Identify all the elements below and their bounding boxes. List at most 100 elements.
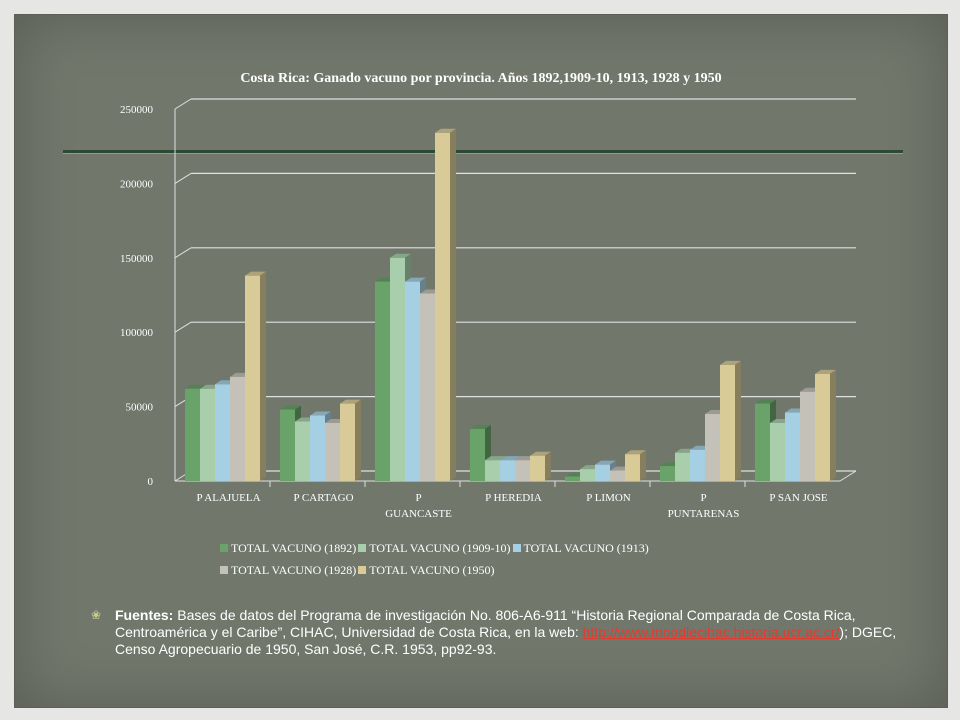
bar-top [625,450,646,455]
bar [245,275,260,481]
x-tick-label: P CARTAGO [293,492,353,504]
chart-title: Costa Rica: Ganado vacuno por provincia.… [240,71,722,86]
bar-side [450,128,456,482]
bar [310,415,325,481]
bar [515,460,530,481]
bar-side [830,369,836,481]
gridline-depth [174,172,192,184]
y-tick-label: 100000 [120,327,154,339]
bar [375,281,390,481]
bar [785,412,800,481]
x-tick-label: P LIMON [586,492,631,504]
bar [530,455,545,481]
bar [295,421,310,481]
bar [185,388,200,481]
bar [675,452,690,481]
legend-label: TOTAL VACUNO (1928) [231,562,357,577]
legend-label: TOTAL VACUNO (1909-10) [369,540,511,555]
floor-edge [839,470,857,482]
bar-top [595,460,616,465]
x-tick-label: PUNTARENAS [668,508,740,520]
bar [705,414,720,481]
legend-label: TOTAL VACUNO (1913) [523,540,649,555]
x-tick-label: P [700,492,706,504]
legend-swatch [358,566,367,574]
bar-top [485,456,506,461]
bar [485,460,500,481]
legend-item: TOTAL VACUNO (1950) [358,562,495,578]
bar [340,403,355,481]
bar-top [185,384,206,389]
sources-note: ❀ Fuentes: Bases de datos del Programa d… [91,607,905,658]
x-tick-label: P [415,492,421,504]
bullet-icon: ❀ [91,608,102,622]
bar [470,428,485,481]
sources-text-end: ); DGEC, Censo Agropecuario de 1950, San… [115,624,897,657]
bar [405,281,420,481]
bar-top [815,369,836,374]
legend-item: TOTAL VACUNO (1913) [512,540,649,556]
bar [200,388,215,481]
bar-side [260,271,266,481]
bar-side [545,451,551,481]
y-tick-label: 250000 [120,104,154,116]
bar-top [280,405,301,410]
bar-top [340,399,361,404]
chart-legend: TOTAL VACUNO (1892) TOTAL VACUNO (1909-10… [220,537,780,581]
slide: Costa Rica: Ganado vacuno por provincia.… [14,14,948,708]
bar [325,422,340,481]
bar-side [355,399,361,481]
bar [660,466,675,481]
bar-top [500,456,521,461]
y-tick-label: 0 [148,476,154,488]
legend-swatch [512,544,521,552]
bar-chart: 0 50000 100000 150000 200000 250000 P ALAJUELA… [120,98,857,520]
bar-top [530,451,551,456]
x-tick-label: GUANCASTE [385,508,452,520]
legend-swatch [220,544,228,552]
legend-label: TOTAL VACUNO (1950) [369,562,495,577]
bar [565,476,580,481]
x-tick-label: P HEREDIA [485,492,542,504]
bar [215,384,230,481]
bar-top [720,360,741,365]
bar-side [735,360,741,481]
bar [420,293,435,481]
bar-top [755,399,776,404]
legend-row: TOTAL VACUNO (1928) TOTAL VACUNO (1950) [220,559,780,581]
bar [435,132,450,482]
bar [390,257,405,481]
bar [770,422,785,481]
bar-side [640,450,646,481]
legend-label: TOTAL VACUNO (1892) [231,540,357,555]
legend-row: TOTAL VACUNO (1892) TOTAL VACUNO (1909-10… [220,537,780,559]
legend-swatch [220,566,228,574]
gridline-depth [174,247,192,259]
bar [800,391,815,481]
bar-top [435,128,456,133]
sources-link[interactable]: http://www.moodlecihac.historia.ucr.ac.c… [582,624,840,640]
bar-top [390,253,411,258]
x-tick-label: P ALAJUELA [196,492,260,504]
gridline-depth [174,321,192,333]
bar [280,409,295,481]
sources-text: Bases de datos del Programa de investiga… [115,607,856,640]
bar [690,449,705,481]
bar-top [470,424,491,429]
bar-top [310,411,331,416]
y-tick-label: 50000 [126,402,154,414]
bar [625,454,640,481]
bar-top [405,277,426,282]
bar-top [245,271,266,276]
legend-item: TOTAL VACUNO (1909-10) [358,540,511,556]
bar [815,373,830,481]
y-tick-label: 150000 [120,253,154,265]
legend-item: TOTAL VACUNO (1892) [220,541,356,556]
legend-swatch [358,544,367,552]
bar [580,469,595,481]
title-rule [63,150,903,154]
legend-item: TOTAL VACUNO (1928) [220,563,356,578]
bar [595,464,610,481]
bar [755,403,770,481]
bar [500,460,515,481]
